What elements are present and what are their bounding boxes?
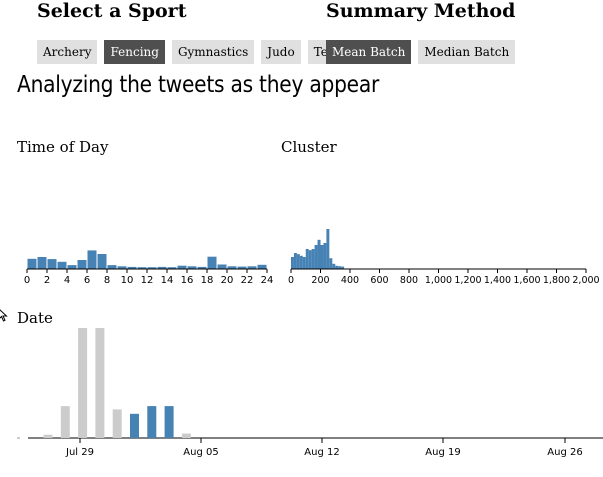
time-of-day-bar	[217, 264, 227, 269]
time-of-day-tick-label: 20	[221, 275, 234, 286]
time-of-day-bar	[97, 254, 107, 269]
time-of-day-bar	[227, 266, 237, 269]
cluster-tick-label: 200	[311, 275, 329, 286]
cluster-tick-label: 0	[288, 275, 294, 286]
time-of-day-tick-label: 24	[261, 275, 274, 286]
cluster-tick-label: 800	[400, 275, 418, 286]
time-of-day-bar	[107, 265, 117, 269]
time-of-day-bar	[207, 256, 217, 269]
time-of-day-bar	[27, 258, 37, 269]
time-of-day-bar	[167, 267, 177, 269]
page-title: Analyzing the tweets as they appear	[17, 72, 380, 98]
time-of-day-tick-label: 22	[241, 275, 254, 286]
time-of-day-bar	[67, 265, 77, 269]
time-of-day-bar	[57, 261, 67, 269]
time-of-day-bar	[157, 266, 167, 269]
cluster-chart-title: Cluster	[281, 138, 337, 156]
time-of-day-chart[interactable]: 0 2 4 6 8 10 12 14 16 18 20 22 24	[20, 250, 280, 290]
cluster-bar	[317, 239, 321, 269]
date-tick-label: Aug 19	[425, 447, 460, 458]
date-bar	[43, 434, 53, 438]
time-of-day-tick-label: 18	[201, 275, 214, 286]
cluster-bar	[299, 255, 303, 269]
cluster-bar	[335, 265, 339, 269]
cluster-bar	[332, 263, 336, 269]
cluster-bar	[291, 257, 294, 269]
time-of-day-bar	[177, 265, 187, 269]
sport-button-judo[interactable]: Judo	[261, 40, 301, 64]
date-bar	[147, 406, 157, 438]
time-of-day-chart-title: Time of Day	[17, 138, 109, 156]
cluster-bar	[323, 243, 327, 269]
time-of-day-bar	[187, 266, 197, 269]
time-of-day-bar	[117, 266, 127, 269]
time-of-day-tick-label: 6	[84, 275, 90, 286]
time-of-day-tick-label: 8	[104, 275, 110, 286]
sport-button-gymnastics[interactable]: Gymnastics	[171, 40, 255, 64]
cluster-bar	[305, 249, 309, 269]
cluster-bar	[308, 250, 312, 269]
cluster-tick-label: 2,000	[572, 275, 599, 286]
summary-button-median-batch[interactable]: Median Batch	[418, 40, 516, 64]
time-of-day-tick-label: 10	[121, 275, 134, 286]
date-tick-label: Aug 26	[547, 447, 582, 458]
cluster-bar	[326, 229, 330, 269]
cluster-bar	[293, 253, 297, 269]
time-of-day-bar	[87, 250, 97, 269]
cluster-tick-label: 600	[370, 275, 388, 286]
time-of-day-tick-label: 16	[181, 275, 194, 286]
time-of-day-bar	[137, 267, 147, 269]
date-tick-label: Aug 05	[183, 447, 218, 458]
time-of-day-bar	[257, 264, 267, 269]
cluster-bar	[320, 245, 324, 269]
time-of-day-bar	[247, 266, 257, 269]
cluster-bar	[338, 266, 342, 269]
sport-button-fencing[interactable]: Fencing	[104, 40, 165, 64]
sport-section-title: Select a Sport	[37, 0, 187, 22]
cluster-tick-label: 1,800	[543, 275, 570, 286]
date-bar	[164, 406, 174, 438]
date-chart-title: Date	[17, 309, 53, 327]
time-of-day-tick-label: 0	[24, 275, 30, 286]
date-tick-label: Aug 12	[304, 447, 339, 458]
cluster-tick-label: 1,600	[513, 275, 540, 286]
cluster-bar	[341, 266, 345, 269]
time-of-day-bar	[237, 266, 247, 269]
cluster-bar	[314, 245, 318, 269]
cluster-bar	[296, 254, 300, 269]
date-bar	[78, 328, 88, 438]
sport-button-group: Archery Fencing Gymnastics Judo Tennis	[37, 40, 360, 64]
summary-button-mean-batch[interactable]: Mean Batch	[326, 40, 412, 64]
cluster-bar	[311, 249, 315, 269]
sport-button-archery[interactable]: Archery	[37, 40, 98, 64]
cursor-icon	[0, 309, 8, 322]
time-of-day-bar	[47, 259, 57, 269]
date-bar	[130, 413, 139, 438]
time-of-day-tick-label: 2	[44, 275, 50, 286]
time-of-day-tick-label: 4	[64, 275, 70, 286]
date-bar	[181, 433, 191, 438]
cluster-tick-label: 1,200	[454, 275, 481, 286]
date-tick-label: Jul 29	[65, 447, 94, 458]
date-bar	[95, 328, 105, 438]
time-of-day-bar	[127, 266, 137, 269]
cluster-tick-label: 1,400	[484, 275, 511, 286]
time-of-day-tick-label: 12	[141, 275, 154, 286]
cluster-tick-label: 1,000	[425, 275, 452, 286]
time-of-day-bar	[147, 267, 157, 269]
time-of-day-bar	[77, 260, 87, 269]
date-bar	[60, 406, 70, 438]
time-of-day-bar	[37, 257, 47, 269]
summary-section-title: Summary Method	[326, 0, 516, 22]
cluster-bar	[329, 258, 333, 269]
cluster-bar	[302, 257, 306, 269]
cluster-chart[interactable]: 0 200 400 600 800 1,000 1,200 1,400 1,600 1,800 2,…	[284, 229, 603, 290]
time-of-day-tick-label: 14	[161, 275, 174, 286]
date-bar	[112, 409, 122, 438]
summary-button-group: Mean Batch Median Batch	[326, 40, 516, 64]
cluster-tick-label: 400	[341, 275, 359, 286]
date-chart[interactable]: Jul 29 Aug 05 Aug 12 Aug 19 Aug 26	[0, 320, 603, 460]
time-of-day-bar	[197, 266, 207, 269]
